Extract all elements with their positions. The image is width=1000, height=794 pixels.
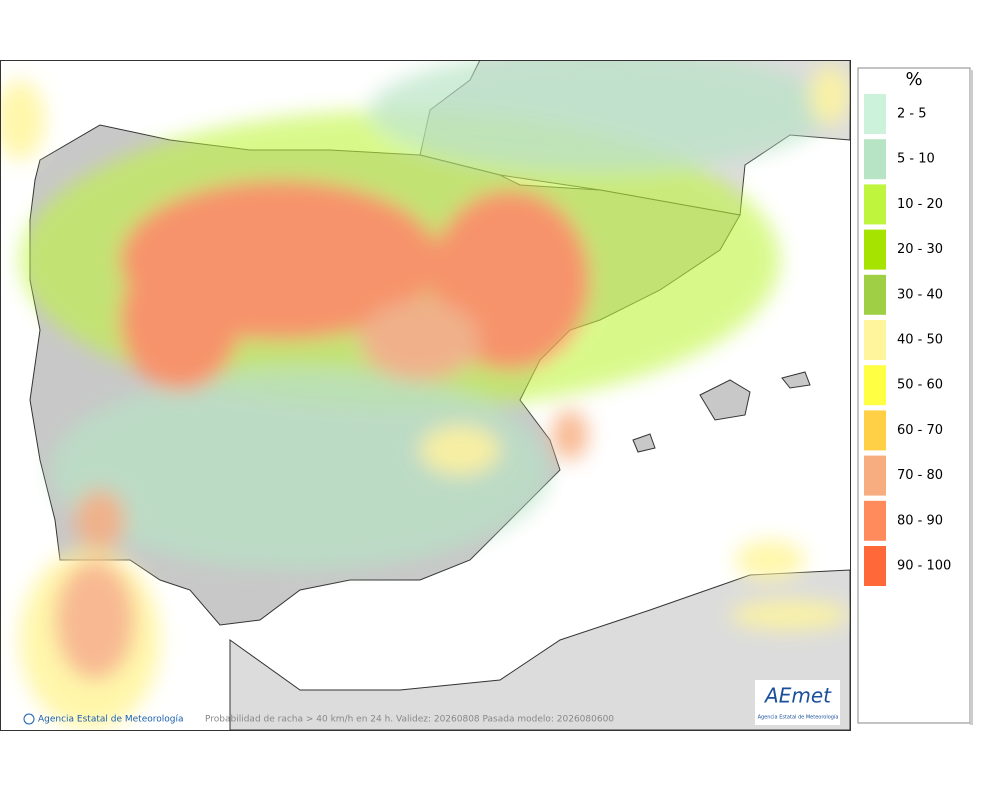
legend-title: % xyxy=(905,69,922,90)
legend-swatch xyxy=(864,500,886,541)
legend-label: 50 - 60 xyxy=(897,378,943,393)
legend-label: 5 - 10 xyxy=(897,152,935,167)
probability-field xyxy=(0,60,850,730)
caption: Probabilidad de racha > 40 km/h en 24 h.… xyxy=(205,715,614,725)
legend-label: 40 - 50 xyxy=(897,333,943,348)
menorca xyxy=(781,371,811,389)
legend-swatch xyxy=(864,94,886,134)
legend-label: 80 - 90 xyxy=(897,513,943,528)
legend-swatch xyxy=(864,320,886,360)
legend-label: 2 - 5 xyxy=(897,107,927,122)
africa xyxy=(229,569,850,730)
legend-swatch xyxy=(864,274,886,315)
legend-swatch xyxy=(864,229,886,270)
mallorca xyxy=(699,379,751,421)
legend-label: 30 - 40 xyxy=(897,287,943,302)
logo-box xyxy=(755,680,840,725)
legend-label: 60 - 70 xyxy=(897,423,943,438)
legend-swatch xyxy=(864,184,886,225)
legend-swatch xyxy=(864,139,886,180)
map xyxy=(0,60,850,730)
legend-shadow xyxy=(970,70,973,725)
logo-name: AEmet xyxy=(763,684,832,708)
legend-swatch xyxy=(864,365,886,406)
legend-swatch xyxy=(864,410,886,451)
legend-swatch xyxy=(864,546,886,586)
map-frame xyxy=(0,60,851,731)
legend: 2 - 5 5 - 10 10 - 20 20 - 30 30 - 40 40 - 50 5… xyxy=(864,94,951,586)
legend-label: 70 - 80 xyxy=(897,468,943,483)
legend-label: 20 - 30 xyxy=(897,242,943,257)
legend-label: 90 - 100 xyxy=(897,559,951,574)
legend-label: 10 - 20 xyxy=(897,197,943,212)
credit: Agencia Estatal de Meteorología xyxy=(38,715,184,725)
legend-swatch xyxy=(864,455,886,496)
logo-subtitle: Agencia Estatal de Meteorología xyxy=(758,714,839,721)
ibiza xyxy=(632,433,656,453)
copyright-icon xyxy=(23,713,35,725)
